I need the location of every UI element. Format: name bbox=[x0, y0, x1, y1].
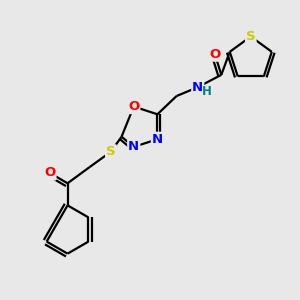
Text: S: S bbox=[246, 30, 256, 43]
Text: N: N bbox=[192, 81, 203, 94]
Text: O: O bbox=[44, 167, 56, 179]
Text: H: H bbox=[202, 85, 212, 98]
Text: S: S bbox=[106, 145, 116, 158]
Text: O: O bbox=[128, 100, 140, 113]
Text: O: O bbox=[209, 48, 220, 61]
Text: N: N bbox=[152, 133, 163, 146]
Text: N: N bbox=[128, 140, 139, 153]
